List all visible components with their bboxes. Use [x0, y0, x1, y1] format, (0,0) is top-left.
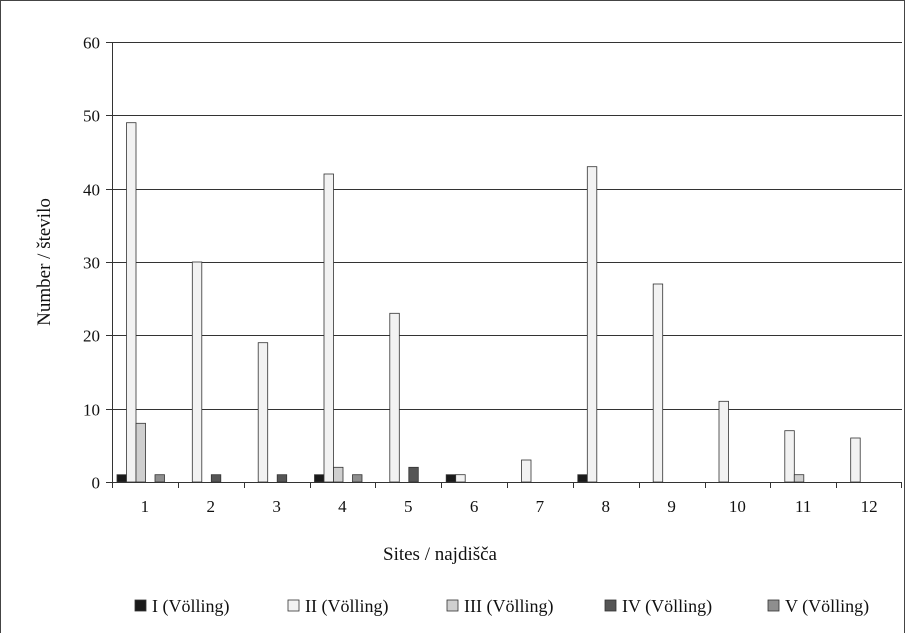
y-tick-label: 10: [83, 401, 100, 420]
bar-site-3-series-2: [257, 342, 269, 483]
bar-site-1-series-2: [126, 122, 137, 483]
bar-site-7-series-2: [521, 459, 532, 483]
gridlines: [106, 42, 902, 483]
legend-item: I (Völling): [134, 596, 229, 617]
legend-item: V (Völling): [767, 596, 869, 617]
legend-swatch: [287, 599, 300, 612]
x-tick-label: 4: [338, 497, 347, 516]
legend-item: III (Völling): [446, 596, 553, 617]
y-tick-labels: 0 10 20 30 40 50 60: [83, 34, 100, 493]
x-tick-labels: 1 2 3 4 5 6 7 8 9 10 11 12: [141, 497, 878, 516]
bar-site-1-series-1: [116, 474, 127, 483]
bar-site-5-series-4: [408, 466, 419, 483]
legend-swatch: [446, 599, 459, 612]
y-tick-label: 0: [92, 474, 101, 493]
bar-site-2-series-2: [191, 261, 203, 483]
bar-site-3-series-4: [276, 474, 288, 483]
y-tick-label: 60: [83, 34, 100, 53]
y-tick-label: 30: [83, 254, 100, 273]
x-axis-title: Sites / najdišča: [383, 544, 498, 565]
bar-site-2-series-4: [210, 474, 222, 483]
y-tick-label: 40: [83, 181, 100, 200]
bar-site-1-series-3: [135, 422, 146, 483]
x-tick-label: 1: [141, 497, 150, 516]
x-tick-label: 6: [470, 497, 479, 516]
bar-site-12-series-2: [850, 437, 861, 483]
legend-swatch: [134, 599, 147, 612]
legend-item: II (Völling): [287, 596, 388, 617]
axes: [112, 42, 902, 488]
x-tick-label: 9: [667, 497, 676, 516]
legend-label: II (Völling): [305, 596, 388, 617]
x-tick-label: 12: [861, 497, 878, 516]
legend-swatch: [767, 599, 780, 612]
y-tick-label: 50: [83, 107, 100, 126]
bar-site-1-series-5: [154, 474, 165, 483]
bar-site-11-series-3: [793, 474, 805, 483]
bar-site-11-series-2: [784, 430, 795, 483]
legend: I (Völling) II (Völling) III (Völling) IV (…: [134, 596, 869, 617]
y-tick-label: 20: [83, 327, 100, 346]
bars: [116, 122, 861, 483]
x-tick-label: 2: [206, 497, 215, 516]
legend-label: I (Völling): [152, 596, 229, 617]
bar-site-5-series-2: [389, 312, 400, 483]
x-tick-label: 10: [729, 497, 746, 516]
bar-site-4-series-5: [352, 474, 363, 483]
legend-label: III (Völling): [464, 596, 553, 617]
x-tick-label: 8: [601, 497, 610, 516]
bar-site-9-series-2: [652, 283, 664, 483]
x-tick-label: 7: [536, 497, 545, 516]
x-tick-label: 3: [272, 497, 281, 516]
legend-swatch: [604, 599, 617, 612]
legend-label: IV (Völling): [622, 596, 712, 617]
x-tick-label: 5: [404, 497, 413, 516]
legend-item: IV (Völling): [604, 596, 712, 617]
y-axis-title: Number / število: [34, 198, 55, 326]
bar-site-4-series-1: [314, 474, 325, 483]
bar-site-10-series-2: [718, 400, 729, 483]
bar-site-4-series-3: [333, 466, 344, 483]
x-tick-label: 11: [795, 497, 811, 516]
bar-site-8-series-2: [586, 166, 598, 483]
bar-site-8-series-1: [577, 474, 588, 483]
bar-site-4-series-2: [323, 173, 334, 483]
legend-label: V (Völling): [785, 596, 869, 617]
bar-site-6-series-1: [445, 474, 457, 483]
bar-site-6-series-2: [455, 474, 466, 483]
